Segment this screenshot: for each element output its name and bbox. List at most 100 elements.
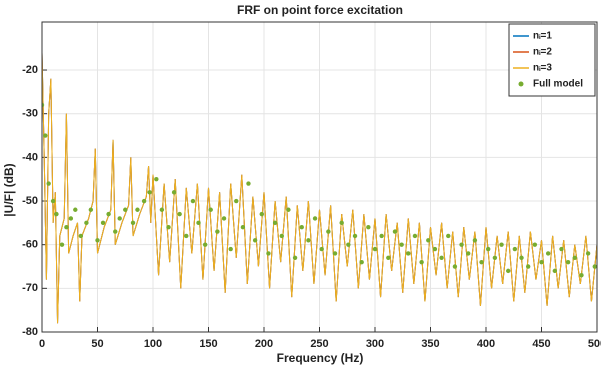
marker xyxy=(332,251,338,256)
marker xyxy=(234,198,239,204)
marker xyxy=(59,242,65,247)
marker xyxy=(68,216,74,221)
marker xyxy=(266,251,271,256)
marker xyxy=(392,229,398,234)
x-tick-label: 350 xyxy=(421,338,439,350)
marker xyxy=(379,233,384,239)
marker xyxy=(259,211,264,217)
y-tick-label: -50 xyxy=(22,195,38,207)
marker xyxy=(43,133,48,138)
x-tick-label: 400 xyxy=(477,338,495,350)
marker xyxy=(106,211,111,217)
marker xyxy=(184,233,189,239)
marker xyxy=(215,229,220,234)
y-tick-label: -60 xyxy=(22,239,38,251)
marker xyxy=(512,246,518,252)
marker xyxy=(147,190,152,195)
marker xyxy=(272,220,278,226)
marker xyxy=(240,225,246,230)
y-tick-label: -30 xyxy=(22,108,38,120)
x-tick-label: 100 xyxy=(144,338,162,350)
x-tick-label: 300 xyxy=(366,338,384,350)
marker xyxy=(506,268,511,274)
x-axis-label: Frequency (Hz) xyxy=(277,351,364,365)
marker xyxy=(446,233,451,239)
marker xyxy=(123,207,128,212)
legend-label: Full model xyxy=(533,79,583,90)
y-tick-label: -70 xyxy=(22,282,38,294)
marker xyxy=(565,259,571,265)
marker xyxy=(419,259,424,265)
series-line xyxy=(42,52,597,324)
marker xyxy=(78,233,84,239)
x-tick-label: 0 xyxy=(39,338,45,350)
marker xyxy=(539,259,544,265)
x-tick-label: 250 xyxy=(310,338,328,350)
legend-label: nᵢ=2 xyxy=(533,47,552,58)
marker xyxy=(386,255,391,260)
marker xyxy=(286,207,291,212)
x-tick-label: 500 xyxy=(588,338,601,350)
marker xyxy=(519,255,524,260)
plot-frame xyxy=(41,21,598,333)
plot-area xyxy=(42,52,597,324)
marker xyxy=(154,176,159,182)
marker xyxy=(228,246,233,252)
marker xyxy=(545,251,551,256)
marker xyxy=(113,229,118,234)
marker xyxy=(585,251,591,256)
legend-marker xyxy=(518,81,524,87)
marker xyxy=(432,246,438,252)
marker xyxy=(572,255,577,260)
marker xyxy=(366,225,371,230)
marker xyxy=(339,220,344,226)
y-tick-label: -40 xyxy=(22,151,38,163)
marker xyxy=(246,181,251,186)
marker xyxy=(352,233,358,239)
marker xyxy=(406,251,411,256)
marker xyxy=(525,264,531,269)
marker xyxy=(190,198,196,204)
marker xyxy=(439,255,444,260)
marker xyxy=(532,242,538,247)
marker xyxy=(42,102,45,108)
marker xyxy=(88,207,94,212)
marker xyxy=(46,181,51,186)
x-tick-label: 200 xyxy=(255,338,273,350)
marker xyxy=(579,273,584,278)
marker xyxy=(50,198,56,204)
marker xyxy=(64,225,69,230)
marker xyxy=(141,198,147,204)
marker xyxy=(552,268,558,274)
marker xyxy=(84,220,89,226)
marker xyxy=(499,242,504,247)
marker xyxy=(559,246,564,252)
x-tick-label: 150 xyxy=(199,338,217,350)
y-tick-label: -20 xyxy=(22,64,38,76)
marker xyxy=(54,211,59,217)
marker xyxy=(95,238,100,243)
marker xyxy=(326,229,331,234)
marker xyxy=(592,264,597,269)
marker xyxy=(292,255,298,260)
marker xyxy=(171,190,177,195)
y-tick-label: -80 xyxy=(22,326,38,338)
marker xyxy=(466,251,471,256)
legend-label: nᵢ=3 xyxy=(533,63,552,74)
marker xyxy=(208,207,213,212)
marker xyxy=(196,220,201,226)
marker xyxy=(279,233,284,239)
marker xyxy=(177,211,182,217)
y-axis-label: |U/F| (dB) xyxy=(2,163,16,216)
marker xyxy=(319,246,324,252)
chart-title: FRF on point force excitation xyxy=(237,3,403,17)
marker xyxy=(73,207,78,212)
marker xyxy=(372,246,378,252)
marker xyxy=(299,225,304,230)
marker xyxy=(252,238,258,243)
x-tick-label: 50 xyxy=(91,338,103,350)
marker xyxy=(221,216,227,221)
x-tick-label: 450 xyxy=(532,338,550,350)
